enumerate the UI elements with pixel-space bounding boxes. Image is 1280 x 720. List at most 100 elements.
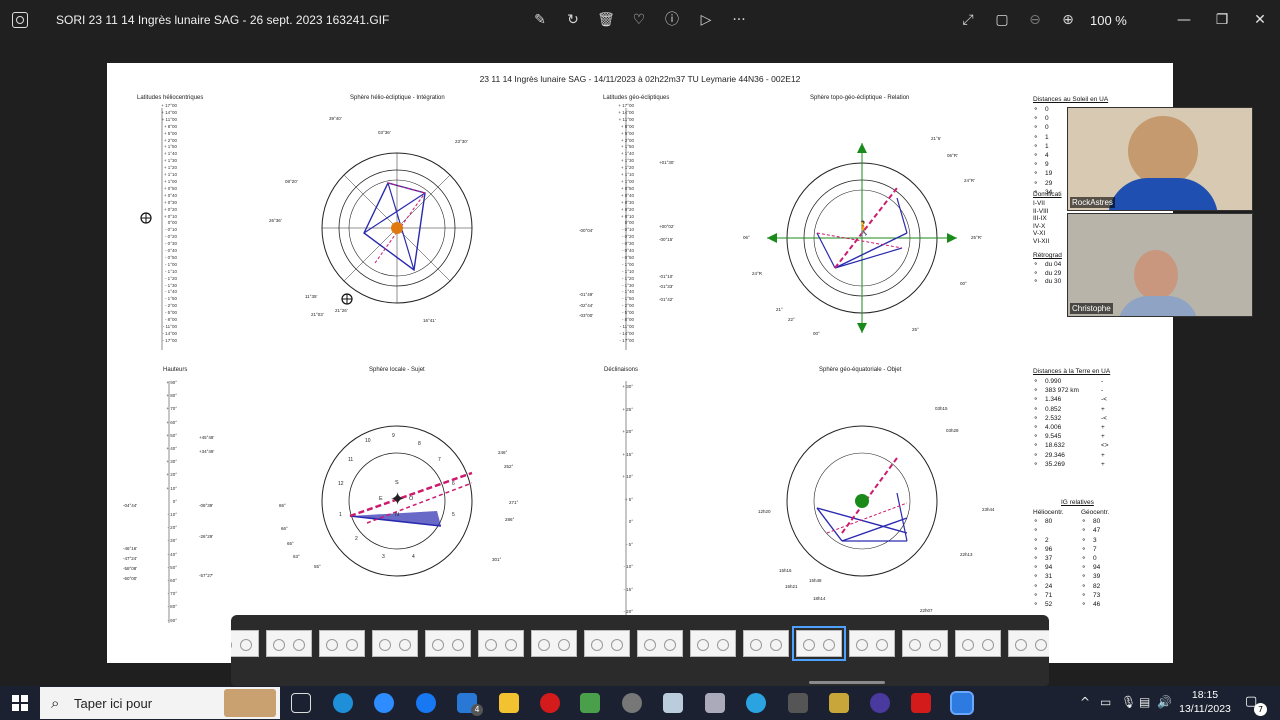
fit-icon[interactable]: ▢	[995, 12, 1009, 28]
editor-icon[interactable]	[788, 693, 808, 713]
geo-label: -01°42'	[659, 297, 674, 302]
taskbar: ⌕ Taper ici pour 4 ^ ▭ 🎙 ▤ 🔊 18:15 13/11…	[0, 686, 1280, 720]
fullscreen-icon[interactable]: ⤢	[962, 12, 974, 28]
filmstrip-thumbnail[interactable]	[902, 630, 948, 657]
table-row: ⚬ 9	[1033, 160, 1108, 169]
telegram-icon[interactable]	[746, 693, 766, 713]
clock-date: 13/11/2023	[1179, 703, 1231, 715]
network-icon[interactable]: ▤	[1139, 695, 1151, 709]
delete-icon[interactable]: 🗑	[597, 12, 615, 28]
filmstrip-thumbnail[interactable]	[1008, 630, 1049, 657]
filmstrip-thumbnail[interactable]	[584, 630, 630, 657]
task-view-icon[interactable]	[291, 693, 311, 713]
scale-tick-label: + 0°20	[163, 206, 177, 212]
scale-tick-label: - 0°30	[621, 241, 634, 247]
pdf-icon[interactable]	[911, 693, 931, 713]
filmstrip-thumbnail[interactable]	[231, 630, 259, 657]
local-label: 86°	[279, 503, 286, 508]
scale-tick-label: + 8°00	[163, 123, 177, 129]
table-row: ⚬ 2.532 -<	[1033, 414, 1113, 423]
zoom-out-icon[interactable]: ⊖	[1029, 12, 1041, 28]
filmstrip-thumbnail[interactable]	[849, 630, 895, 657]
table-value: I-VII	[1033, 200, 1045, 207]
heart-icon[interactable]: ♡	[632, 12, 646, 28]
table-row: ⚬ 18.632 <>	[1033, 441, 1113, 450]
minimize-button[interactable]: —	[1177, 12, 1191, 28]
document-app-icon[interactable]	[663, 693, 683, 713]
equatorial-label: 22h07	[920, 608, 933, 613]
video-tile-christophe[interactable]: Christophe	[1067, 213, 1253, 317]
planet-app-icon[interactable]	[870, 693, 890, 713]
chevron-up-icon[interactable]: ^	[1080, 695, 1091, 709]
moon-app-icon[interactable]	[622, 693, 642, 713]
scale-tick-label: - 0°20	[621, 234, 634, 240]
geo-latitude-scale: + 17°00 + 14°00 + 11°00 + 8°00 + 5°00 + 2°00 +…	[594, 103, 634, 345]
planet-glyph-icon: ⚬	[1033, 142, 1039, 150]
filmstrip-thumbnail[interactable]	[531, 630, 577, 657]
filmstrip-thumbnail[interactable]	[690, 630, 736, 657]
scale-tick-label: - 20°	[167, 525, 177, 531]
zoom-level[interactable]: 100 %	[1090, 13, 1127, 28]
filmstrip-thumbnail[interactable]	[372, 630, 418, 657]
rotate-icon[interactable]: ↻	[567, 12, 579, 28]
filmstrip-thumbnail[interactable]	[743, 630, 789, 657]
taskbar-search[interactable]: ⌕ Taper ici pour	[40, 687, 280, 719]
astro-drawing: 🚶 ✦	[140, 108, 957, 623]
filmstrip-thumbnail[interactable]	[637, 630, 683, 657]
close-button[interactable]: ✕	[1254, 12, 1266, 28]
more-icon[interactable]: ···	[732, 12, 746, 28]
scale-tick-label: 0°	[628, 519, 633, 524]
info-icon[interactable]: ⓘ	[665, 12, 679, 28]
scale-tick-label: - 5°	[625, 541, 633, 547]
planet-glyph-icon: ⚬	[1033, 106, 1039, 113]
slideshow-icon[interactable]: ▷	[700, 12, 712, 28]
planet-glyph-icon: ⚬	[1033, 396, 1039, 404]
maximize-button[interactable]: ❐	[1215, 12, 1229, 28]
filmstrip-scrollbar[interactable]	[809, 681, 885, 684]
filmstrip-thumbnail[interactable]	[792, 626, 846, 661]
hour-label: 6	[452, 481, 455, 487]
volume-icon[interactable]: 🔊	[1157, 695, 1172, 709]
ig-col2: Géocentr.	[1081, 509, 1110, 516]
ig-geo-value: 47	[1093, 527, 1101, 535]
zoom-in-icon[interactable]: ⊕	[1062, 12, 1074, 28]
file-explorer-icon[interactable]	[499, 693, 519, 713]
astro-app-icon[interactable]	[705, 693, 725, 713]
table-value: 1.346	[1045, 396, 1062, 404]
scale-tick-label: - 80°	[167, 604, 177, 610]
scale-tick-label: - 0°50	[621, 254, 634, 260]
edge-icon[interactable]	[333, 693, 353, 713]
windows-start-icon[interactable]	[12, 695, 28, 711]
ig-helio-value: 52	[1045, 600, 1053, 608]
filmstrip-thumbnail[interactable]	[266, 630, 312, 657]
planet-glyph-icon: ⚬	[1033, 460, 1039, 468]
table-row: ⚬ 29.346 +	[1033, 451, 1113, 460]
device-icon[interactable]: ▭	[1100, 695, 1112, 709]
filmstrip-thumbnail[interactable]	[319, 630, 365, 657]
equatorial-label: 15h16	[779, 568, 792, 573]
facebook-icon[interactable]	[416, 693, 436, 713]
microphone-icon[interactable]: 🎙	[1121, 695, 1137, 709]
table-sign: +	[1101, 423, 1105, 431]
filmstrip-thumbnail[interactable]	[425, 630, 471, 657]
topo-label: 25°	[912, 327, 919, 332]
edit-icon[interactable]: ✎	[534, 12, 546, 28]
filmstrip-thumbnail[interactable]	[955, 630, 1001, 657]
opera-icon[interactable]	[540, 693, 560, 713]
app-icon[interactable]	[580, 693, 600, 713]
zoom-icon[interactable]	[374, 693, 394, 713]
scale-tick-label: + 1°30	[620, 158, 634, 164]
table-row: ⚬ 80 ⚬ 80	[1033, 517, 1109, 526]
scale-tick-label: - 60°	[167, 578, 177, 584]
title-bar: SORI 23 11 14 Ingrès lunaire SAG - 26 se…	[0, 0, 1280, 40]
planet-glyph-icon: ⚬	[1033, 133, 1039, 141]
video-tile-rockastres[interactable]: RockAstres	[1067, 107, 1253, 211]
filmstrip-thumbnail[interactable]	[478, 630, 524, 657]
table-row: ⚬ 34	[1033, 188, 1108, 197]
clock-app-icon[interactable]	[829, 693, 849, 713]
scale-tick-label: + 20°	[166, 472, 177, 478]
photos-taskbar-icon[interactable]	[950, 691, 974, 715]
table-row: ⚬ du 04	[1033, 261, 1062, 270]
taskbar-clock[interactable]: 18:15 13/11/2023	[1175, 688, 1235, 716]
filmstrip[interactable]	[231, 615, 1049, 687]
